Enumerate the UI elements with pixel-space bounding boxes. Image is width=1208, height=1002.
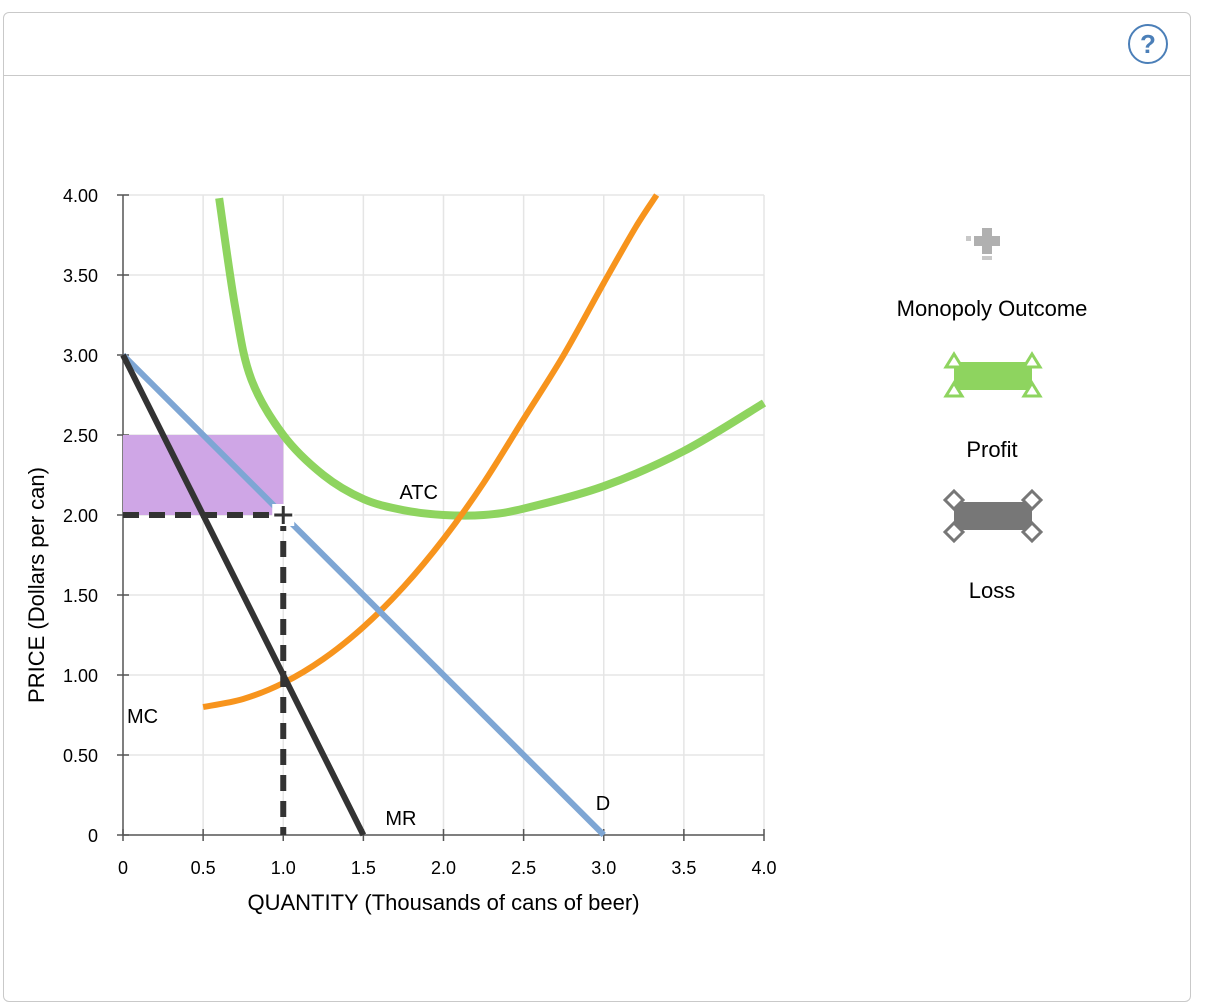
series-label-mc: MC (127, 706, 158, 728)
y-tick-label: 1.00 (63, 666, 98, 686)
y-tick-label: 0 (88, 826, 98, 846)
x-tick-label: 1.5 (351, 858, 376, 878)
x-tick-label: 1.0 (271, 858, 296, 878)
x-tick-label: 2.5 (511, 858, 536, 878)
y-tick-label: 4.00 (63, 186, 98, 206)
series-label-d: D (596, 793, 610, 815)
series-mr-line (120, 353, 367, 837)
legend-loss-label: Loss (968, 578, 1016, 603)
x-tick-label: 4.0 (751, 858, 776, 878)
panel-header (4, 13, 1190, 76)
y-tick-label: 1.50 (63, 586, 98, 606)
loss-area-icon (942, 488, 1044, 544)
y-tick-label: 3.00 (63, 346, 98, 366)
help-button[interactable]: ? (1128, 24, 1168, 64)
y-axis-title: PRICE (Dollars per can) (24, 467, 49, 703)
y-tick-label: 0.50 (63, 746, 98, 766)
legend-profit-label: Profit (966, 437, 1018, 462)
monopoly-outcome-icon (966, 228, 1000, 260)
x-tick-label: 3.5 (671, 858, 696, 878)
x-tick-label: 3.0 (591, 858, 616, 878)
x-axis-title: QUANTITY (Thousands of cans of beer) (247, 890, 639, 915)
profit-area-icon (943, 351, 1043, 398)
series-label-mr: MR (385, 808, 416, 830)
series-atc-line (215, 197, 767, 520)
y-tick-label: 2.00 (63, 506, 98, 526)
legend-monopoly-outcome-tool[interactable] (962, 222, 1002, 262)
legend-profit-tool[interactable] (938, 350, 1048, 400)
legend-loss-tool[interactable] (938, 488, 1048, 544)
series-label-atc: ATC (399, 482, 438, 504)
series-d-line (120, 352, 606, 838)
profit-area (123, 435, 284, 515)
legend-monopoly-outcome-label: Monopoly Outcome (896, 296, 1088, 321)
y-tick-label: 3.50 (63, 266, 98, 286)
x-tick-label: 2.0 (431, 858, 456, 878)
x-tick-label: 0.5 (191, 858, 216, 878)
x-tick-label: 0 (118, 858, 128, 878)
y-tick-label: 2.50 (63, 426, 98, 446)
